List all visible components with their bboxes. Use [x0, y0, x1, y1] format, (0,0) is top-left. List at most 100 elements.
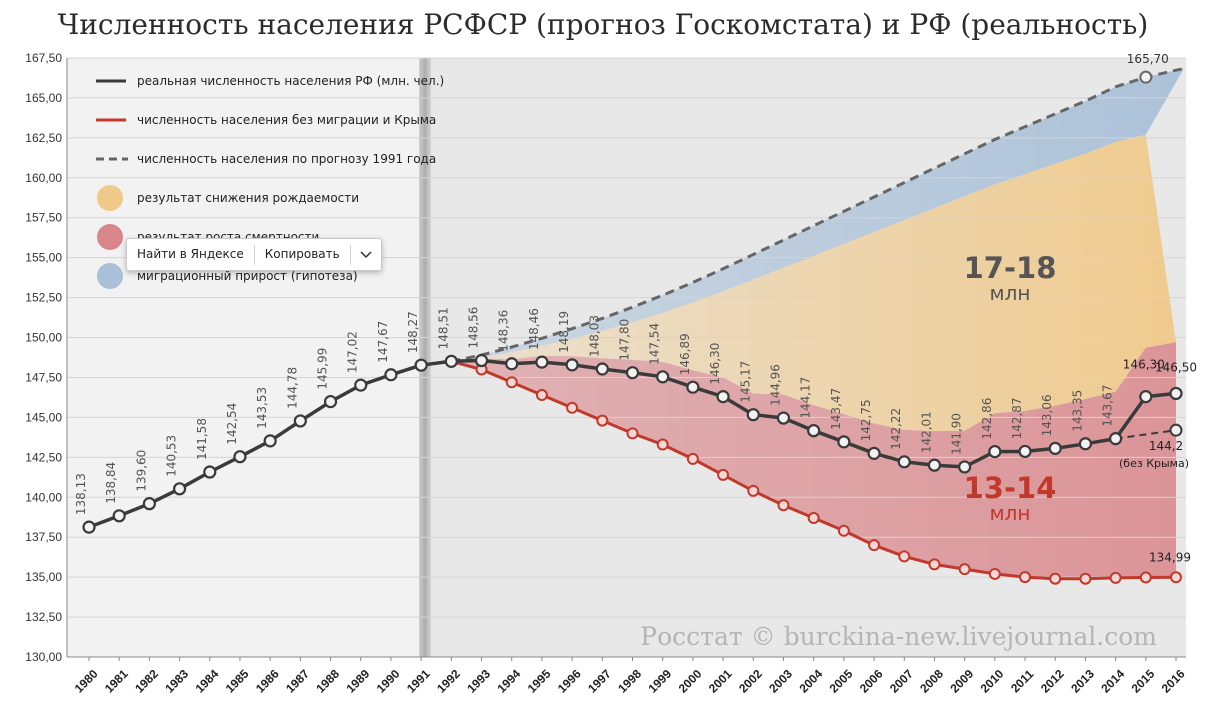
gap-bottom-value: 13-14: [964, 471, 1057, 505]
real-point: [656, 370, 670, 384]
divider-1991: [419, 58, 432, 657]
no-migration-point: [1139, 571, 1152, 584]
x-tick-label: 2003: [766, 667, 795, 696]
no-migration-point: [1079, 572, 1092, 585]
forecast-label: 165,70: [1127, 52, 1169, 66]
real-data-label: 148,27: [406, 311, 420, 353]
real-data-label: 143,47: [829, 388, 843, 430]
series-forecast-1991: [450, 66, 1185, 363]
real-point: [1078, 437, 1093, 451]
plot-background-left: [67, 58, 425, 657]
real-data-label: 142,22: [889, 408, 903, 450]
y-tick-label: 147,50: [25, 370, 62, 384]
popup-divider: [253, 244, 255, 265]
real-point: [1169, 386, 1183, 401]
no-migration-end-label: 134,99: [1149, 550, 1191, 564]
real-data-label: 148,03: [587, 315, 601, 357]
x-tick-label: 2010: [978, 667, 1007, 696]
x-tick-label: 1986: [253, 667, 282, 696]
real-point: [414, 358, 428, 372]
no-migration-point: [928, 558, 941, 571]
search-yandex-button[interactable]: Найти в Яндексе: [137, 247, 244, 261]
no-migration-point: [535, 389, 548, 402]
copy-button[interactable]: Копировать: [264, 247, 340, 261]
real-data-label: 138,84: [104, 462, 118, 504]
real-data-label: 138,13: [74, 473, 88, 515]
x-tick-label: 1994: [495, 667, 524, 696]
real-point: [897, 455, 911, 469]
y-tick-label: 155,00: [25, 251, 62, 265]
no-migration-point: [868, 539, 881, 552]
real-point: [625, 366, 640, 380]
y-tick-label: 135,00: [25, 570, 62, 584]
y-tick-label: 157,50: [25, 211, 62, 225]
y-tick-label: 145,00: [25, 410, 62, 424]
real-point: [82, 520, 96, 534]
context-popup: Найти в Яндексе Копировать: [126, 238, 382, 271]
real-point: [1018, 444, 1032, 459]
x-tick-label: 1998: [615, 667, 644, 696]
real-data-label: 143,06: [1040, 394, 1054, 436]
y-tick-label: 160,00: [25, 171, 62, 185]
gap-top-value: 17-18: [964, 251, 1057, 285]
x-tick-label: 2004: [796, 667, 825, 696]
x-tick-label: 2008: [917, 667, 946, 696]
real-data-label: 146,30: [1123, 358, 1165, 372]
real-point: [807, 424, 821, 438]
x-tick-label: 2014: [1098, 667, 1127, 696]
real-data-label: 145,17: [738, 361, 752, 403]
x-tick-label: 1990: [374, 667, 403, 696]
real-data-label: 142,86: [980, 398, 994, 440]
real-data-label: 142,87: [1010, 397, 1024, 439]
no-migration-point: [566, 401, 579, 414]
no-migration-point: [898, 550, 911, 563]
real-data-label: 141,58: [195, 418, 209, 460]
x-tick-label: 1996: [555, 667, 584, 696]
real-point: [142, 497, 156, 511]
x-tick-label: 1995: [525, 667, 554, 696]
real-point: [112, 509, 126, 523]
real-data-label: 144,78: [285, 367, 299, 409]
no-migration-point: [777, 499, 790, 512]
x-tick-label: 2000: [676, 667, 705, 696]
real-data-label: 142,01: [919, 411, 933, 453]
gap-bottom-unit: млн: [990, 501, 1031, 525]
real-point: [535, 355, 549, 369]
y-tick-label: 162,50: [25, 131, 62, 145]
real-point: [927, 458, 942, 472]
real-point: [776, 411, 791, 425]
x-tick-label: 2013: [1068, 667, 1097, 696]
series-without-crimea: [1115, 429, 1177, 440]
real-data-label: 142,75: [859, 399, 873, 441]
x-tick-label: 1988: [313, 667, 342, 696]
x-tick-label: 2016: [1159, 667, 1188, 696]
real-point: [233, 450, 247, 464]
no-migration-point: [686, 452, 699, 465]
x-tick-label: 2011: [1008, 667, 1037, 696]
no-migration-point: [505, 376, 518, 389]
no-migration-point: [626, 427, 639, 440]
real-data-label: 147,02: [346, 331, 360, 373]
real-data-label: 148,36: [497, 310, 511, 352]
no-migration-point: [1049, 572, 1062, 585]
real-point: [172, 482, 187, 496]
chevron-down-icon[interactable]: [351, 248, 381, 262]
x-tick-label: 1991: [404, 667, 433, 696]
no-migration-point: [958, 563, 971, 576]
real-point: [1048, 441, 1062, 455]
y-tick-label: 132,50: [25, 610, 62, 624]
y-tick-label: 130,00: [25, 650, 62, 664]
migration-area: [451, 68, 1184, 362]
x-tick-label: 1997: [585, 667, 614, 696]
legend-label: численность населения без миграции и Кры…: [137, 113, 436, 127]
gap-top-unit: млн: [990, 281, 1031, 305]
no-migration-point: [717, 468, 730, 481]
x-tick-label: 1980: [72, 667, 101, 696]
x-tick-label: 2002: [736, 667, 765, 696]
real-data-label: 139,60: [134, 450, 148, 492]
real-data-label: 145,99: [316, 348, 330, 390]
x-tick-label: 1985: [223, 667, 252, 696]
no-migration-point: [1019, 571, 1032, 584]
real-data-label: 146,30: [708, 343, 722, 385]
real-point: [746, 408, 760, 422]
